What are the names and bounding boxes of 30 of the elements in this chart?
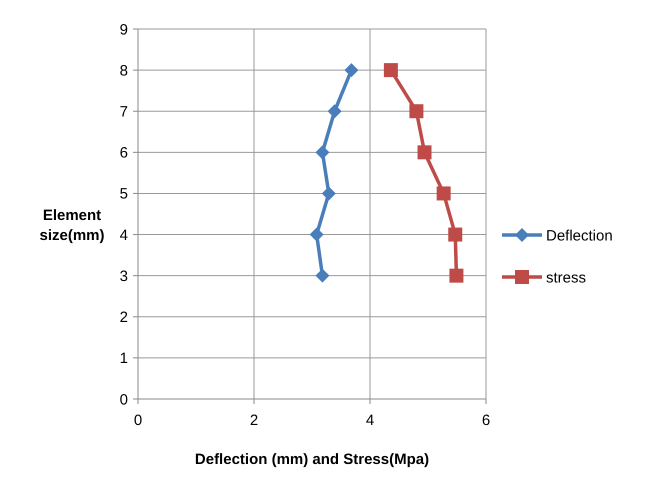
point [449, 268, 464, 283]
point [344, 63, 358, 78]
point [322, 186, 336, 200]
point [384, 63, 398, 78]
legend-label: Deflection [546, 227, 613, 244]
x-tick-label: 4 [366, 412, 374, 429]
y-tick-label: 5 [120, 186, 128, 203]
y-tick-label: 0 [120, 391, 128, 408]
y-tick-label: 1 [120, 350, 128, 368]
y-tick-label: 4 [120, 226, 128, 244]
point [418, 145, 432, 160]
y-tick-label: 2 [120, 309, 128, 326]
point [310, 228, 324, 242]
point [448, 228, 462, 242]
legend-label: stress [546, 269, 586, 286]
y-tick-label: 6 [120, 144, 128, 162]
y-tick-label: 3 [120, 268, 128, 285]
y-tick-label: 8 [120, 62, 128, 80]
point [328, 104, 342, 118]
y-axis-title: Element size(mm) [39, 207, 105, 244]
point [409, 104, 424, 118]
x-tick-label: 0 [134, 412, 142, 429]
x-axis-title: Deflection (mm) and Stress(Mpa) [194, 451, 430, 468]
y-tick-label: 7 [120, 103, 128, 120]
point [315, 145, 330, 160]
point [436, 186, 451, 200]
x-tick-label: 2 [250, 412, 258, 429]
x-tick-label: 6 [482, 412, 490, 429]
point [315, 268, 330, 283]
y-tick-label: 9 [120, 21, 128, 38]
